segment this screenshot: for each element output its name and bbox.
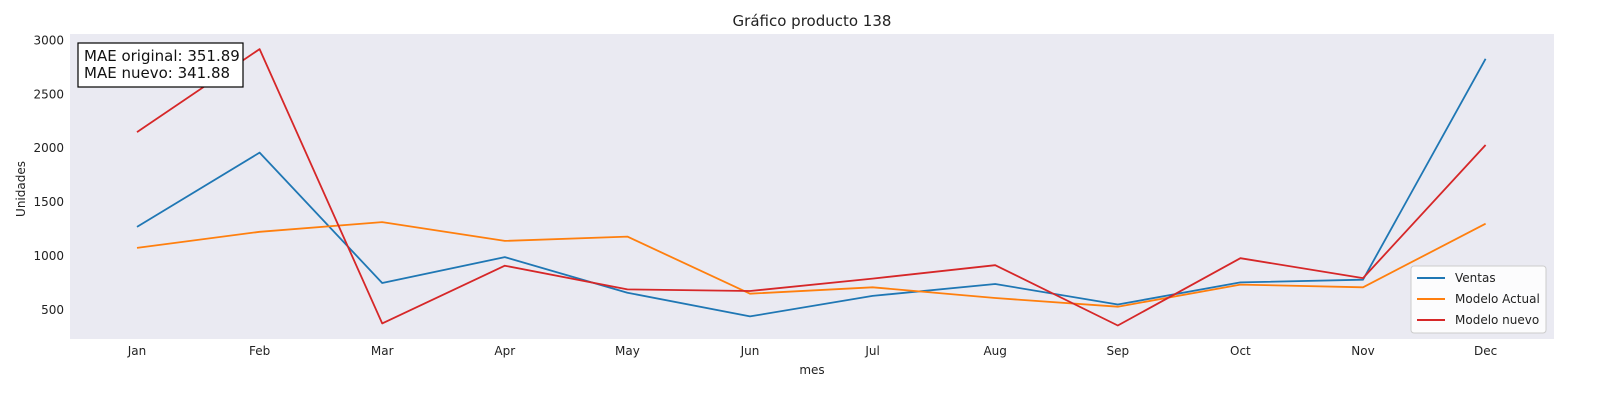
legend-label-modelo-nuevo: Modelo nuevo (1455, 313, 1539, 327)
x-tick-label: Mar (371, 344, 394, 358)
x-tick-label: Apr (494, 344, 515, 358)
y-tick-label: 3000 (33, 33, 64, 47)
series-lines (136, 48, 1487, 327)
x-tick-label: Nov (1351, 344, 1374, 358)
x-axis: Jan Feb Mar Apr May Jun Jul Aug Sep Oct Nov Dec (127, 344, 1497, 358)
y-axis: 500 1000 1500 2000 2500 3000 (33, 33, 64, 316)
series-line-modelo-nuevo (136, 48, 1487, 327)
y-tick-label: 2500 (33, 87, 64, 101)
annotation-box (77, 42, 244, 88)
x-tick-label: Oct (1230, 344, 1251, 358)
x-axis-label: mes (799, 363, 824, 377)
y-tick-label: 1500 (33, 195, 64, 209)
series-line-ventas (136, 58, 1487, 318)
chart-title: Gráfico producto 138 (733, 12, 892, 30)
x-tick-label: Sep (1106, 344, 1129, 358)
y-tick-label: 2000 (33, 141, 64, 155)
x-tick-label: Aug (983, 344, 1006, 358)
x-tick-label: May (615, 344, 640, 358)
legend-label-modelo-actual: Modelo Actual (1455, 292, 1540, 306)
annotation-line-2: MAE nuevo: 341.88 (84, 64, 230, 82)
legend-box (1410, 265, 1547, 334)
legend: Ventas Modelo Actual Modelo nuevo (1410, 265, 1547, 334)
y-tick-label: 1000 (33, 249, 64, 263)
y-axis-label: Unidades (14, 161, 28, 217)
x-tick-label: Dec (1474, 344, 1497, 358)
series-line-modelo-actual (136, 221, 1487, 308)
y-tick-label: 500 (41, 303, 64, 317)
plot-area (70, 34, 1554, 339)
x-tick-label: Jul (864, 344, 879, 358)
annotation-line-1: MAE original: 351.89 (84, 47, 240, 65)
x-tick-label: Jan (127, 344, 147, 358)
legend-label-ventas: Ventas (1455, 271, 1496, 285)
mae-annotation: MAE original: 351.89 MAE nuevo: 341.88 (77, 42, 244, 88)
x-tick-label: Jun (740, 344, 760, 358)
x-tick-label: Feb (249, 344, 270, 358)
